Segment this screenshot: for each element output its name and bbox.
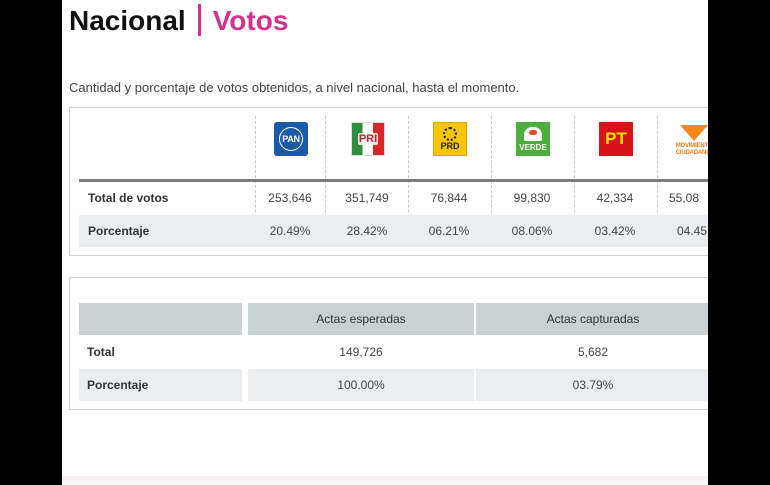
section-title: Votos [212, 5, 289, 36]
pan-logo-icon: PAN [274, 122, 308, 156]
column-header-actas-esperadas: Actas esperadas [316, 312, 406, 326]
results-page: Nacional Votos Cantidad y porcentaje de v… [62, 0, 708, 485]
table-cell: 351,749 [345, 191, 389, 205]
verde-logo-icon: VERDE [516, 122, 550, 156]
movimiento-ciudadano-logo-icon: MOVIMIENTO CIUDADANO [676, 122, 708, 156]
table-row: Porcentaje 20.49% 28.42% 06.21% 08.06% 0… [79, 215, 708, 247]
table-cell: 08.06% [511, 224, 553, 238]
table-cell: 06.21% [428, 224, 470, 238]
row-label: Porcentaje [88, 224, 150, 238]
table-cell: 5,682 [577, 345, 609, 359]
heading-divider [197, 4, 201, 36]
table-row: Total de votos 253,646 351,749 76,844 99… [79, 182, 708, 214]
table-cell: 03.42% [594, 224, 636, 238]
column-header-actas-capturadas: Actas capturadas [546, 312, 640, 326]
prd-logo-icon: PRD [433, 122, 467, 156]
row-label: Porcentaje [87, 378, 149, 392]
table-header [248, 303, 474, 335]
table-cell: 99,830 [513, 191, 551, 205]
header-rule [79, 179, 708, 182]
page-heading: Nacional Votos [69, 4, 288, 37]
actas-table: Actas esperadas Actas capturadas Total 1… [69, 277, 708, 410]
table-cell: 04.45 [677, 224, 708, 238]
table-header-blank [79, 303, 242, 335]
party-pt-header: PT [599, 122, 633, 156]
table-header [476, 303, 708, 335]
pri-logo-icon: PRI [351, 122, 385, 156]
row-shade [476, 369, 708, 401]
table-cell: 76,844 [430, 191, 468, 205]
page-description: Cantidad y porcentaje de votos obtenidos… [69, 80, 520, 95]
table-cell: 55,08 [669, 191, 700, 205]
table-cell: 28.42% [346, 224, 388, 238]
table-cell: 149,726 [339, 345, 383, 359]
pt-logo-icon: PT [599, 122, 633, 156]
table-cell: 42,334 [596, 191, 634, 205]
party-verde-header: VERDE [516, 122, 550, 156]
votes-table: PAN PRI PRD VERDE PT MOVIMIENTO CIUDADAN… [69, 107, 708, 256]
row-label: Total [87, 345, 115, 359]
party-mc-header: MOVIMIENTO CIUDADANO [676, 122, 708, 156]
row-shade [248, 369, 474, 401]
row-label: Total de votos [88, 191, 169, 205]
page-bottom-edge [62, 476, 708, 485]
page-title: Nacional [69, 5, 186, 36]
table-cell: 100.00% [337, 378, 385, 392]
party-pan-header: PAN [274, 122, 308, 156]
row-shade [79, 369, 242, 401]
party-pri-header: PRI [351, 122, 385, 156]
table-cell: 03.79% [572, 378, 614, 392]
table-row: Porcentaje 100.00% 03.79% [70, 369, 708, 401]
table-cell: 20.49% [269, 224, 311, 238]
table-row: Total 149,726 5,682 [70, 336, 708, 368]
party-prd-header: PRD [433, 122, 467, 156]
table-cell: 253,646 [268, 191, 312, 205]
